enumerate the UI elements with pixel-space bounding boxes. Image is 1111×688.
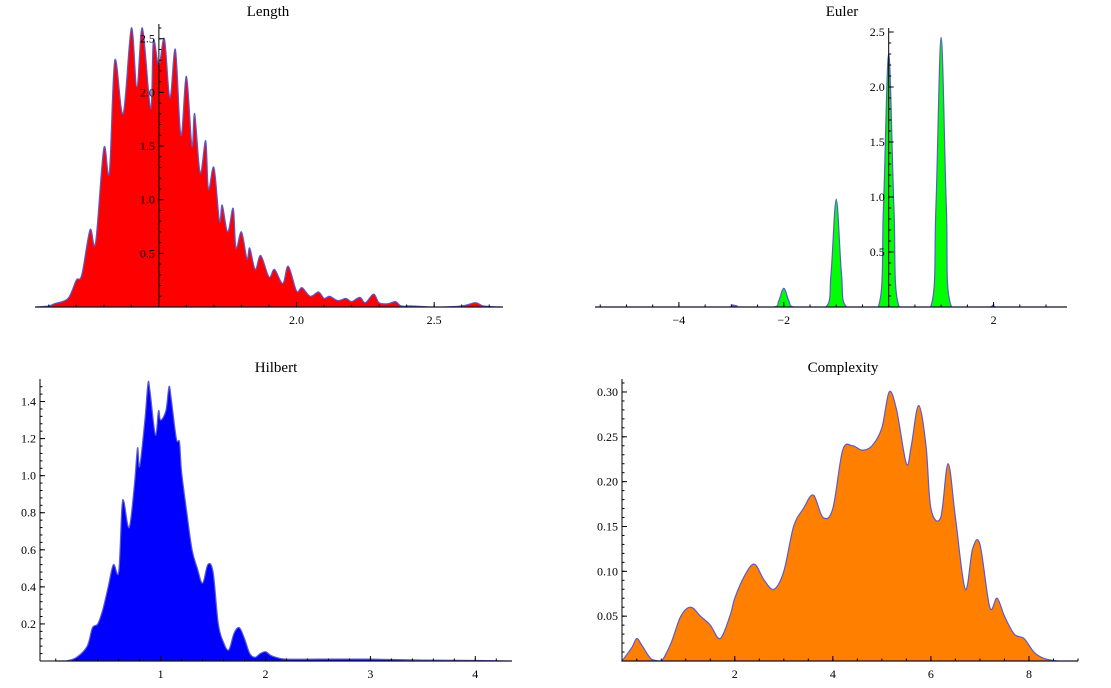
x-tick-label: 2 — [991, 313, 997, 327]
y-tick-label: 0.15 — [597, 519, 618, 533]
y-tick-label: 1.5 — [870, 135, 885, 149]
y-tick-label: 0.10 — [597, 564, 618, 578]
x-tick-label: −2 — [777, 313, 790, 327]
y-tick-label: 0.20 — [597, 475, 618, 489]
plot-area: 2 4 6 8 0.05 0.10 0.15 0.20 0.25 0.30 — [597, 379, 1079, 681]
chart-title: Hilbert — [255, 360, 298, 376]
plot-area: 2.0 2.5 0.5 1.0 1.5 2.0 2.5 — [34, 24, 504, 327]
x-tick-label: 2 — [263, 667, 269, 681]
x-tick-label: 6 — [928, 667, 934, 681]
density-area — [34, 27, 504, 308]
y-tick-label: 1.0 — [870, 190, 885, 204]
chart-title: Length — [247, 4, 290, 20]
plot-area: −4 −2 2 0.5 1.0 1.5 2.0 2.5 — [594, 25, 1067, 327]
y-tick-label: 0.8 — [21, 506, 36, 520]
y-tick-label: 1.2 — [21, 432, 36, 446]
y-tick-label: 1.4 — [21, 395, 36, 409]
x-tick-label: 8 — [1026, 667, 1032, 681]
y-tick-label: 0.5 — [870, 245, 885, 259]
y-tick-label: 0.4 — [21, 580, 36, 594]
y-tick-label: 2.0 — [870, 80, 885, 94]
y-tick-label: 2.5 — [870, 25, 885, 39]
euler-chart: Euler −4 −2 2 0.5 1.0 1.5 2.0 2.5 — [594, 4, 1067, 327]
x-tick-label: 1 — [158, 667, 164, 681]
density-area — [55, 380, 513, 662]
x-tick-label: 4 — [472, 667, 478, 681]
hilbert-chart: Hilbert 1 2 3 4 0.2 0.4 0.6 0.8 1.0 1.2 1.4 — [21, 360, 513, 681]
y-tick-label: 0.6 — [21, 543, 36, 557]
y-tick-label: 2.0 — [140, 85, 155, 99]
y-tick-label: 2.5 — [140, 32, 155, 46]
plot-area: 1 2 3 4 0.2 0.4 0.6 0.8 1.0 1.2 1.4 — [21, 379, 513, 681]
y-tick-label: 1.5 — [140, 139, 155, 153]
y-tick-label: 1.0 — [21, 469, 36, 483]
length-chart: Length 2.0 2.5 0.5 1.0 1.5 2.0 2.5 — [34, 4, 504, 327]
y-tick-label: 0.30 — [597, 385, 618, 399]
chart-title: Complexity — [808, 360, 879, 376]
x-tick-label: 2 — [732, 667, 738, 681]
y-tick-label: 0.05 — [597, 609, 618, 623]
x-tick-label: 4 — [830, 667, 836, 681]
y-tick-label: 1.0 — [140, 193, 155, 207]
x-tick-label: −4 — [673, 313, 686, 327]
x-tick-label: 2.5 — [427, 313, 442, 327]
x-tick-label: 3 — [367, 667, 373, 681]
chart-title: Euler — [826, 4, 858, 20]
y-tick-label: 0.2 — [21, 617, 36, 631]
density-area — [594, 36, 1067, 308]
complexity-chart: Complexity 2 4 6 8 0.05 0.10 0.15 0.20 0.25 0.30 — [597, 360, 1079, 681]
y-tick-label: 0.5 — [140, 246, 155, 260]
x-tick-label: 2.0 — [289, 313, 304, 327]
y-tick-label: 0.25 — [597, 430, 618, 444]
density-area — [620, 390, 1078, 662]
